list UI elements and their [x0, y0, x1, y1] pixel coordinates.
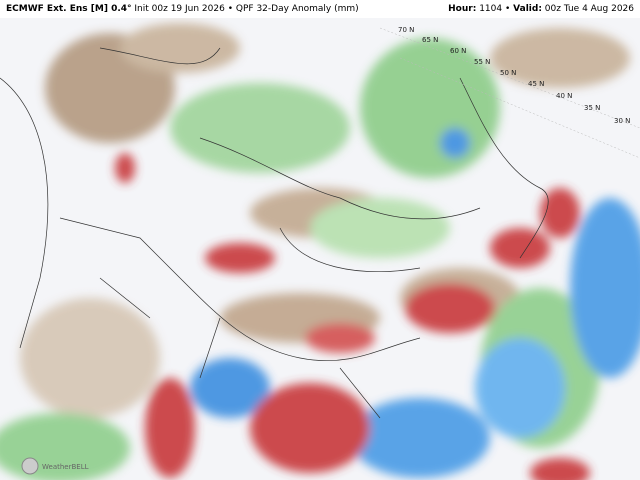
latitude-label: 30 N	[614, 117, 630, 125]
header-text: Init 00z 19 Jun 2026	[134, 4, 225, 14]
precip-field	[0, 23, 640, 480]
borders	[0, 47, 549, 419]
header-text: ECMWF Ext. Ens [M] 0.4°	[6, 4, 132, 14]
header-text: 00z Tue 4 Aug 2026	[544, 4, 634, 14]
header-text: Valid:	[513, 4, 542, 14]
header-right: Hour: 1104 • Valid: 00z Tue 4 Aug 2026	[448, 0, 634, 18]
latitude-label: 50 N	[500, 69, 516, 77]
latitude-label: 65 N	[422, 36, 438, 44]
latitude-label: 60 N	[450, 47, 466, 55]
header-text: QPF 32-Day Anomaly (mm)	[235, 4, 359, 14]
watermark-logo	[21, 457, 39, 475]
header-text: Hour:	[448, 4, 477, 14]
map: 70 N 65 N 60 N 55 N 50 N 45 N 40 N 35 N 30 N Wea…	[0, 18, 640, 480]
header-text: 1104	[479, 4, 503, 14]
watermark: WeatherBELL	[42, 463, 89, 471]
latitude-label: 70 N	[398, 26, 414, 34]
header: ECMWF Ext. Ens [M] 0.4° Init 00z 19 Jun …	[0, 0, 640, 18]
header-text: •	[504, 4, 511, 14]
latitude-labels: 70 N 65 N 60 N 55 N 50 N 45 N 40 N 35 N 30 N	[398, 26, 630, 125]
latitude-label: 35 N	[584, 104, 600, 112]
latitude-label: 45 N	[528, 80, 544, 88]
latitude-label: 55 N	[474, 58, 490, 66]
header-left: ECMWF Ext. Ens [M] 0.4° Init 00z 19 Jun …	[6, 0, 359, 18]
header-text: •	[227, 4, 234, 14]
latitude-label: 40 N	[556, 92, 572, 100]
graticule	[379, 27, 640, 159]
